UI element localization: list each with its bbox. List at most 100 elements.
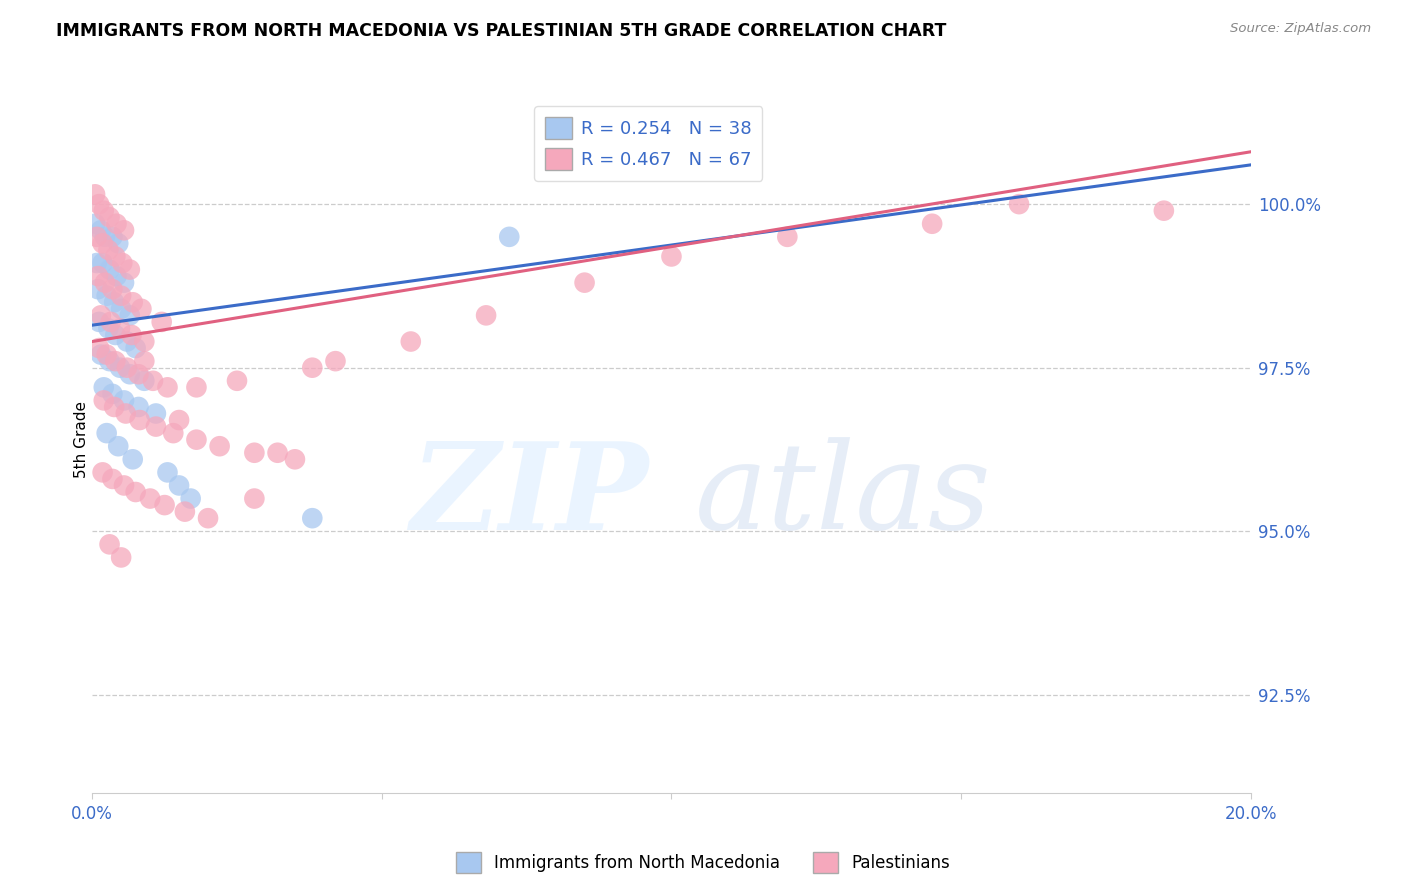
Point (208, 439, 231, 453)
Point (134, 354, 156, 368)
Point (98, 211, 121, 225)
Point (110, 289, 132, 303)
Point (156, 466, 179, 480)
Point (89, 197, 111, 211)
Point (118, 309, 141, 323)
Point (128, 400, 150, 414)
Point (97, 243, 120, 257)
Point (186, 380, 208, 394)
Point (243, 446, 266, 460)
Point (301, 360, 323, 375)
Point (226, 374, 249, 388)
Point (145, 419, 167, 434)
Text: Source: ZipAtlas.com: Source: ZipAtlas.com (1230, 22, 1371, 36)
Point (121, 328, 143, 343)
Point (104, 250, 127, 264)
Point (111, 256, 134, 270)
Point (103, 295, 125, 310)
Point (101, 387, 124, 401)
Point (94, 230, 117, 244)
Point (475, 309, 498, 323)
Point (89, 341, 111, 355)
Point (134, 334, 156, 349)
Point (131, 301, 153, 316)
Point (150, 315, 173, 329)
Point (98, 354, 121, 368)
Point (90, 223, 112, 237)
Point (284, 452, 307, 467)
Text: IMMIGRANTS FROM NORTH MACEDONIA VS PALESTINIAN 5TH GRADE CORRELATION CHART: IMMIGRANTS FROM NORTH MACEDONIA VS PALES… (56, 22, 946, 40)
Point (84, 187, 107, 202)
Point (156, 380, 179, 394)
Point (325, 354, 347, 368)
Point (112, 276, 135, 290)
Point (118, 262, 141, 277)
Point (110, 550, 132, 565)
Point (96, 426, 118, 441)
Point (121, 295, 143, 310)
Point (128, 413, 150, 427)
Point (197, 511, 219, 525)
Point (105, 269, 128, 284)
Point (108, 360, 131, 375)
Point (86, 256, 108, 270)
Point (661, 250, 683, 264)
Point (134, 374, 156, 388)
Point (115, 360, 138, 375)
Point (87, 269, 110, 284)
Point (124, 341, 146, 355)
Point (89, 315, 111, 329)
Point (91, 256, 114, 270)
Point (266, 446, 288, 460)
Point (301, 511, 323, 525)
Point (112, 393, 135, 408)
Point (104, 328, 127, 343)
Point (96, 289, 118, 303)
Point (91, 466, 114, 480)
Point (399, 334, 422, 349)
Point (167, 478, 190, 492)
Point (139, 491, 162, 506)
Point (153, 498, 176, 512)
Point (90, 348, 112, 362)
Point (105, 217, 128, 231)
Point (142, 374, 165, 388)
Point (173, 505, 195, 519)
Point (104, 354, 127, 368)
Point (101, 230, 124, 244)
Point (86, 230, 108, 244)
Text: ZIP: ZIP (411, 437, 648, 556)
Point (921, 217, 943, 231)
Point (107, 439, 129, 453)
Point (1008, 197, 1031, 211)
Point (93, 380, 115, 394)
Point (93, 203, 115, 218)
Point (128, 368, 150, 382)
Point (186, 433, 208, 447)
Point (167, 413, 190, 427)
Point (97, 321, 120, 335)
Point (84, 217, 107, 231)
Point (110, 301, 132, 316)
Point (1153, 203, 1175, 218)
Point (112, 478, 135, 492)
Point (91, 236, 114, 251)
Point (98, 262, 121, 277)
Point (115, 334, 138, 349)
Point (96, 348, 118, 362)
Point (94, 276, 117, 290)
Point (108, 321, 131, 335)
Point (124, 485, 146, 500)
Point (498, 230, 520, 244)
Point (114, 407, 136, 421)
Point (121, 452, 143, 467)
Point (101, 282, 124, 296)
Point (98, 537, 121, 551)
Point (574, 276, 596, 290)
Point (145, 407, 167, 421)
Point (90, 309, 112, 323)
Point (101, 472, 124, 486)
Legend: R = 0.254   N = 38, R = 0.467   N = 67: R = 0.254 N = 38, R = 0.467 N = 67 (534, 106, 762, 181)
Point (112, 223, 135, 237)
Point (107, 236, 129, 251)
